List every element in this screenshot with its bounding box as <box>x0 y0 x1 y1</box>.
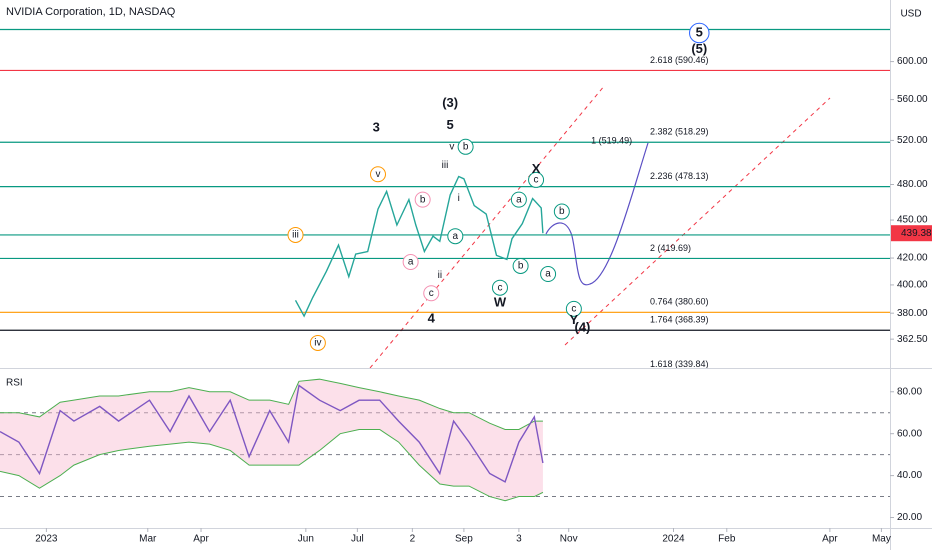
wave-circle <box>540 266 557 283</box>
axes: 2023 Mar Apr Jun Jul 2 Sep 3 Nov 2024 Feb Apr May 600… <box>35 56 932 545</box>
level-label: 2.618 (590.46) <box>650 55 709 65</box>
x-tick-label: 2 <box>410 534 416 545</box>
y-tick-label: 380.00 <box>897 308 928 319</box>
wave-label: a <box>545 269 551 280</box>
symbol-title: NVIDIA Corporation, 1D, NASDAQ <box>6 6 176 18</box>
y-tick-label: 400.00 <box>897 280 928 291</box>
series-line <box>0 384 544 483</box>
x-tick-label: Feb <box>718 534 736 545</box>
wave-circle <box>553 203 570 220</box>
wave-label: b <box>463 141 469 152</box>
level-label: 0.764 (380.60) <box>650 297 709 307</box>
x-tick-label: 2023 <box>35 534 58 545</box>
wave-label: a <box>453 231 459 242</box>
wave-circle <box>565 300 582 317</box>
drawings <box>369 84 831 368</box>
x-tick-label: 3 <box>516 534 522 545</box>
wave-circle <box>457 138 474 155</box>
wave-label: a <box>408 257 414 268</box>
wave-label: W <box>494 295 507 310</box>
wave-label: 5 <box>696 24 703 39</box>
wave-label: b <box>518 261 524 272</box>
wave-circle <box>423 285 440 302</box>
wave-circle <box>414 191 431 208</box>
x-tick-label: Jun <box>298 534 314 545</box>
y-tick-label: 60.00 <box>897 428 922 439</box>
wave-label: 5 <box>447 117 454 132</box>
wave-label: iii <box>292 230 299 241</box>
x-tick-label: Mar <box>139 534 157 545</box>
wave-label: X <box>532 161 541 176</box>
level-label: 2 (419.69) <box>650 243 691 253</box>
wave-label: iii <box>442 160 449 171</box>
last-price-tag <box>891 225 932 242</box>
level-label: 2.236 (478.13) <box>650 171 709 181</box>
wave-label: ii <box>438 270 442 281</box>
wave-label: 4 <box>428 310 436 325</box>
wave-label: c <box>497 282 502 293</box>
y-tick-label: 450.00 <box>897 215 928 226</box>
wave-circle <box>510 191 527 208</box>
x-tick-label: Sep <box>455 534 473 545</box>
band-lower <box>0 428 544 502</box>
y-tick-label: 80.00 <box>897 386 922 397</box>
rsi-pane <box>0 378 890 502</box>
x-tick-label: Apr <box>193 534 209 545</box>
wave-label: b <box>559 206 565 217</box>
wave-label: (3) <box>442 95 458 110</box>
wave-label: b <box>420 194 426 205</box>
level-label: 1.618 (339.84) <box>650 359 709 369</box>
x-tick-label: 2024 <box>662 534 685 545</box>
x-tick-label: Jul <box>351 534 364 545</box>
wave-label: v <box>375 169 380 180</box>
wave-circle <box>512 257 529 274</box>
wave-circle <box>528 171 545 188</box>
y-tick-label: 40.00 <box>897 470 922 481</box>
wave-label: c <box>534 175 539 186</box>
wave-label: 1 (519.49) <box>591 135 632 145</box>
price-pane: 2.618 (590.46) 2.382 (518.29) 2.236 (478.1… <box>0 22 890 369</box>
y-tick-label: 362.50 <box>897 334 928 345</box>
wave-label: (5) <box>691 41 707 56</box>
wave-label: c <box>571 303 576 314</box>
y-tick-label: 600.00 <box>897 56 928 67</box>
y-tick-label: 480.00 <box>897 179 928 190</box>
y-tick-label: 20.00 <box>897 512 922 523</box>
wave-circle <box>402 254 419 271</box>
y-tick-label: 560.00 <box>897 94 928 105</box>
wave-circle <box>447 228 464 245</box>
wave-label: (4) <box>575 319 591 334</box>
wave-label: Y <box>570 312 579 327</box>
wave-label: 3 <box>373 119 380 134</box>
x-tick-label: May <box>872 534 891 545</box>
wave-label: i <box>458 193 460 204</box>
wave-label: a <box>516 194 522 205</box>
x-tick-label: Nov <box>560 534 578 545</box>
currency: USD <box>900 9 921 20</box>
wave-circle <box>689 22 710 44</box>
wave-label: v <box>449 141 454 152</box>
level-label: 2.382 (518.29) <box>650 127 709 137</box>
y-tick-label: 420.00 <box>897 253 928 264</box>
y-tick-label: 520.00 <box>897 135 928 146</box>
wave-label: iv <box>314 338 321 349</box>
band-upper <box>0 378 543 430</box>
last-price-label: 439.38 <box>901 228 932 239</box>
series-line <box>294 175 544 318</box>
wave-circle <box>309 334 326 351</box>
wave-circle <box>287 226 304 243</box>
level-label: 1.764 (368.39) <box>650 315 709 325</box>
channel-line <box>369 84 606 368</box>
indicator-title: RSI <box>6 378 23 389</box>
projection-path <box>545 142 649 286</box>
x-tick-label: Apr <box>822 534 838 545</box>
wave-circle <box>491 279 508 296</box>
wave-circle <box>369 166 386 183</box>
wave-label: c <box>429 288 434 299</box>
